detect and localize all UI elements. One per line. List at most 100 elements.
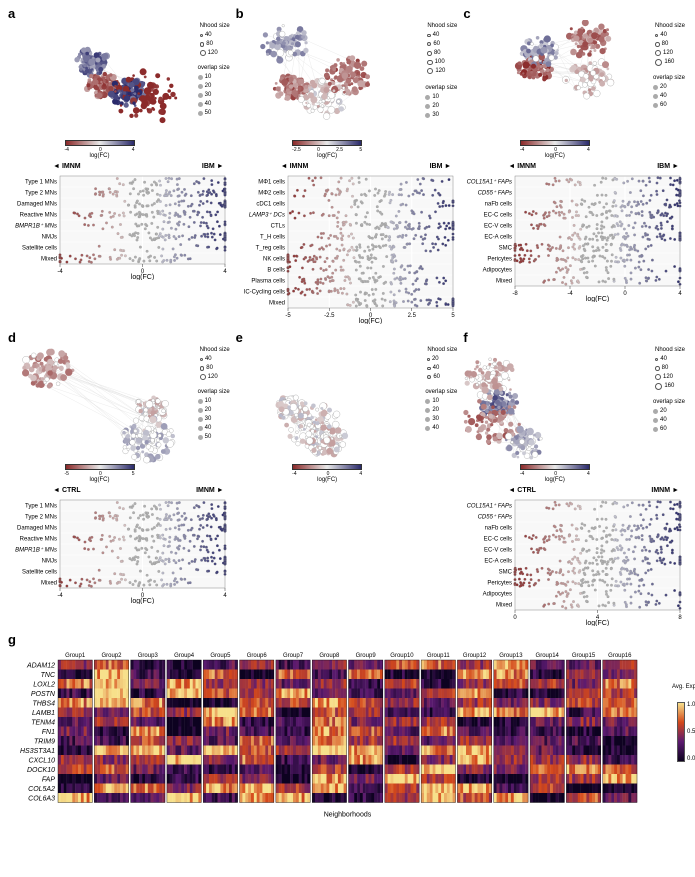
colorbar-e: -404log(FC) xyxy=(292,464,362,483)
svg-text:naFb cells: naFb cells xyxy=(485,526,512,532)
beeswarm-header: ◄ IMNMIBM ► xyxy=(236,163,460,172)
legend-overlap-row: 30 xyxy=(425,415,457,423)
beeswarm-d: ◄ CTRLIMNM ►Type 1 MNsType 2 MNsDamaged … xyxy=(8,487,232,604)
svg-text:log(FC): log(FC) xyxy=(586,296,609,302)
umap-f: Nhood size4080120160overlap size204060 xyxy=(463,344,687,464)
svg-text:0: 0 xyxy=(624,291,628,297)
legend-nhood-row: 80 xyxy=(200,364,230,372)
legend-nhood-title: Nhood size xyxy=(655,346,685,354)
svg-text:COL15A1⁺ FAPs: COL15A1⁺ FAPs xyxy=(467,179,512,186)
beeswarm-b: ◄ IMNMIBM ►MΦ1 cellsMΦ2 cellscDC1 cellsL… xyxy=(236,163,460,324)
legend-nhood-val: 80 xyxy=(662,40,669,48)
legend-overlap-row: 40 xyxy=(198,100,230,108)
legend-overlap-row: 20 xyxy=(198,82,230,90)
svg-text:EC-V cells: EC-V cells xyxy=(484,224,512,230)
legend-nhood-a: Nhood size4080120 xyxy=(200,22,230,58)
svg-text:EC-C cells: EC-C cells xyxy=(484,213,512,219)
legend-overlap-val: 60 xyxy=(660,101,667,109)
panel-g: gGroup1Group2Group3Group4Group5Group6Gro… xyxy=(8,634,687,819)
svg-text:Mixed: Mixed xyxy=(269,301,285,307)
legend-nhood-row: 40 xyxy=(200,31,230,39)
svg-text:T_reg cells: T_reg cells xyxy=(255,246,284,252)
legend-overlap-row: 20 xyxy=(425,406,457,414)
legend-nhood-val: 100 xyxy=(435,58,445,66)
heatmap-legend: Avg. Expr.1.00.50.0 xyxy=(677,702,685,762)
svg-text:SMC: SMC xyxy=(499,246,513,252)
colorbar-label: log(FC) xyxy=(545,153,565,159)
svg-text:MΦ2 cells: MΦ2 cells xyxy=(258,191,285,197)
legend-overlap-val: 20 xyxy=(660,407,667,415)
legend-nhood-val: 60 xyxy=(433,373,440,381)
panel-content-f: Nhood size4080120160overlap size204060-4… xyxy=(463,332,687,626)
umap-d: Nhood size4080120overlap size1020304050 xyxy=(8,344,232,464)
legend-nhood-row: 120 xyxy=(200,49,230,57)
legend-nhood-title: Nhood size xyxy=(427,22,457,30)
legend-overlap-val: 20 xyxy=(432,102,439,110)
legend-nhood-val: 120 xyxy=(663,373,673,381)
bw-right-label: IBM xyxy=(202,163,215,170)
svg-text:CD55⁺ FAPs: CD55⁺ FAPs xyxy=(478,514,512,521)
legend-overlap-val: 40 xyxy=(432,424,439,432)
umap-c: Nhood size4080120160overlap size204060 xyxy=(463,20,687,140)
legend-overlap-val: 10 xyxy=(432,397,439,405)
colorbar-tick: -4 xyxy=(520,147,524,153)
beeswarm-c: ◄ IMNMIBM ►COL15A1⁺ FAPsCD55⁺ FAPsnaFb c… xyxy=(463,163,687,302)
umap-a: Nhood size4080120 overlap size1020304050 xyxy=(8,20,232,140)
legend-nhood-row: 40 xyxy=(427,364,457,372)
colorbar-gradient xyxy=(292,464,362,470)
legend-nhood-b: Nhood size406080100120 xyxy=(427,22,457,76)
bw-right-arrow: IMNM ► xyxy=(651,487,679,494)
colorbar-d: -505log(FC) xyxy=(65,464,135,483)
legend-overlap-row: 40 xyxy=(653,416,685,424)
legend-overlap-val: 30 xyxy=(205,91,212,99)
legend-nhood-row: 60 xyxy=(427,373,457,381)
svg-text:log(FC): log(FC) xyxy=(131,598,154,604)
svg-text:LAMP3⁺ DCs: LAMP3⁺ DCs xyxy=(248,212,284,219)
bw-left-arrow: ◄ IMNM xyxy=(508,163,536,170)
colorbar-tick: -4 xyxy=(65,147,69,153)
legend-overlap-row: 20 xyxy=(653,83,685,91)
svg-text:EC-C cells: EC-C cells xyxy=(484,537,512,543)
legend-overlap-row: 10 xyxy=(425,397,457,405)
legend-overlap-title: overlap size xyxy=(198,388,230,396)
legend-nhood-val: 40 xyxy=(660,355,667,363)
row-2: dNhood size4080120overlap size1020304050… xyxy=(8,332,687,626)
svg-text:Damaged MNs: Damaged MNs xyxy=(17,202,57,208)
panel-a: a Nhood size4080120 overlap size1020304050… xyxy=(8,8,232,324)
legend-overlap-a: overlap size1020304050 xyxy=(198,64,230,118)
svg-text:T_H cells: T_H cells xyxy=(260,235,285,241)
svg-text:naFb cells: naFb cells xyxy=(485,202,512,208)
svg-text:MΦ1 cells: MΦ1 cells xyxy=(258,180,285,186)
legend-overlap-val: 10 xyxy=(432,93,439,101)
legend-nhood-row: 40 xyxy=(427,31,457,39)
beeswarm-a: ◄ IMNMIBM ►Type 1 MNsType 2 MNsDamaged M… xyxy=(8,163,232,280)
colorbar-label: log(FC) xyxy=(317,153,337,159)
hm-legend-ticks: 1.00.50.0 xyxy=(687,702,695,762)
legend-overlap-val: 50 xyxy=(205,109,212,117)
svg-text:5: 5 xyxy=(451,313,455,319)
legend-nhood-val: 80 xyxy=(434,49,441,57)
hm-legend-tick: 0.5 xyxy=(687,729,695,735)
svg-text:BMPR1B⁺ MNs: BMPR1B⁺ MNs xyxy=(15,547,57,554)
legend-nhood-val: 60 xyxy=(433,40,440,48)
legend-nhood-title: Nhood size xyxy=(200,346,230,354)
legend-overlap-row: 30 xyxy=(198,415,230,423)
legend-nhood-row: 60 xyxy=(427,40,457,48)
colorbar-b: -2.502.55log(FC) xyxy=(292,140,362,159)
svg-text:B cells: B cells xyxy=(267,268,285,274)
panel-label-a: a xyxy=(8,6,15,21)
svg-text:Reactive MNs: Reactive MNs xyxy=(20,537,57,543)
umap-b: Nhood size406080100120 overlap size102030 xyxy=(236,20,460,140)
svg-text:Plasma cells: Plasma cells xyxy=(251,279,285,285)
svg-text:EC-V cells: EC-V cells xyxy=(484,548,512,554)
legend-overlap-b: overlap size102030 xyxy=(425,84,457,120)
legend-nhood-val: 40 xyxy=(205,31,212,39)
svg-text:4: 4 xyxy=(679,291,683,297)
colorbar-gradient xyxy=(520,140,590,146)
legend-overlap-row: 10 xyxy=(425,93,457,101)
svg-text:NMJs: NMJs xyxy=(42,559,57,565)
figure-root: aNhood size4080120overlap size1020304050… xyxy=(0,0,695,835)
legend-overlap-val: 20 xyxy=(660,83,667,91)
svg-text:COL15A1⁺ FAPs: COL15A1⁺ FAPs xyxy=(467,503,512,510)
svg-text:Satellite cells: Satellite cells xyxy=(22,246,57,252)
